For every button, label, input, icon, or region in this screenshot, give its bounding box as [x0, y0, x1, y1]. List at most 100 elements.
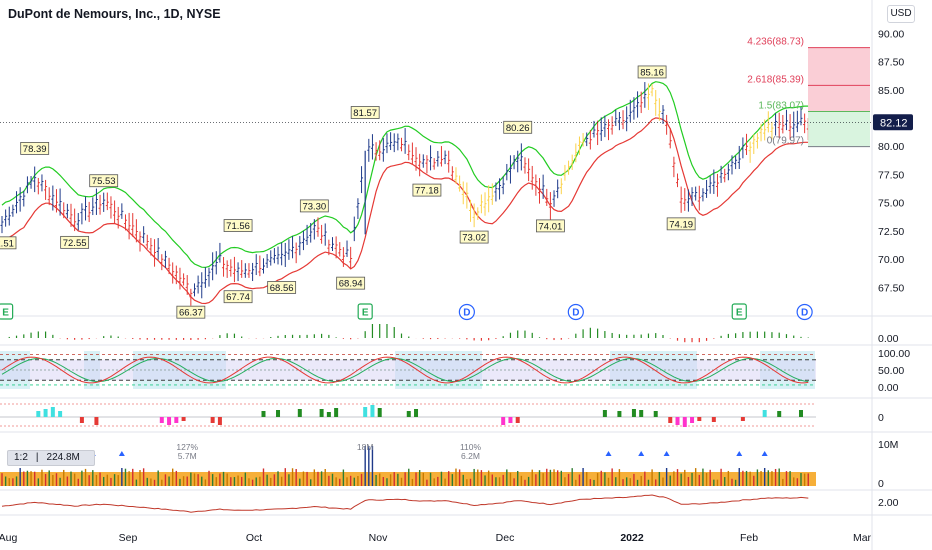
histogram-bar: [711, 417, 716, 422]
fib-level-label: 4.236(88.73): [747, 37, 804, 48]
fib-level-label: 1.5(83.07): [758, 101, 804, 112]
dividend-marker: [796, 303, 813, 321]
histogram-bar: [363, 407, 368, 417]
histogram-bar: [297, 409, 302, 417]
time-axis-label: Sep: [119, 532, 138, 544]
fib-level-label: 2.618(85.39): [747, 74, 804, 85]
stoch-tick-label: 100.00: [878, 348, 910, 360]
annotation-box: [223, 219, 253, 232]
price-tick-label: 72.50: [878, 226, 904, 238]
annotation-box: [536, 219, 565, 233]
annotation-label: 78.39: [23, 144, 47, 155]
earnings-marker: [357, 303, 373, 320]
volume-tick-label: 10M: [878, 439, 898, 451]
histogram-bar: [210, 417, 215, 423]
histogram-bar: [174, 417, 179, 423]
annotation-box: [20, 142, 50, 155]
earnings-marker-label: E: [736, 308, 743, 319]
stoch-slow-line: [1, 357, 809, 383]
stoch-fast-line: [1, 356, 809, 384]
histogram-bar: [668, 417, 673, 423]
annotation-label: 68.94: [339, 279, 363, 290]
histogram-bar: [740, 417, 745, 421]
histogram-bar: [515, 417, 520, 423]
volume-spike-marker: [605, 451, 612, 456]
annotation-box: [0, 236, 17, 250]
symbol-title[interactable]: DuPont de Nemours, Inc., 1D, NYSE: [8, 7, 221, 21]
volume-tick-label: 0: [878, 478, 884, 490]
histogram-bar: [682, 417, 687, 427]
annotation-label: 67.74: [226, 292, 250, 303]
histogram-bar: [377, 408, 382, 417]
volume-legend: 1:2 | 224.8M: [7, 450, 95, 466]
earnings-marker-label: E: [2, 308, 9, 319]
annotation-label: 74.01: [539, 221, 563, 232]
histogram-bar: [414, 409, 419, 417]
annotation-box: [299, 199, 329, 213]
histogram-bar: [617, 411, 622, 417]
histogram-bar: [50, 407, 55, 417]
annotation-label: 73.02: [462, 233, 486, 244]
earnings-marker: [0, 303, 14, 320]
histogram-bar: [508, 417, 513, 423]
time-axis-label: 2022: [620, 532, 644, 544]
volume-annotation-label: 6.2M: [461, 451, 480, 461]
earnings-marker-label: E: [362, 308, 369, 319]
annotation-box: [412, 183, 442, 197]
volume-spike-marker: [118, 451, 125, 456]
annotation-box: [459, 230, 489, 244]
upper-band-line: [1, 81, 809, 269]
dividend-marker: [458, 303, 475, 321]
stoch-tick-label: 0.00: [878, 382, 899, 394]
dividend-marker-label: D: [801, 308, 808, 319]
volume-annotation-label: 110%: [460, 442, 482, 452]
histogram-bar: [602, 410, 607, 417]
time-axis-label: Dec: [496, 532, 515, 544]
histogram-bar: [334, 408, 339, 417]
histogram-bar: [217, 417, 222, 425]
histogram-bar: [762, 410, 767, 417]
last-price-label: 82.12: [880, 117, 908, 129]
price-tick-label: 80.00: [878, 141, 904, 153]
time-axis-label: Feb: [740, 532, 758, 544]
histogram-bar: [406, 411, 411, 417]
dividend-marker-label: D: [463, 308, 470, 319]
volume-annotation-label: 5.7M: [178, 451, 197, 461]
annotation-box: [666, 217, 696, 231]
histogram-bar: [94, 417, 99, 425]
last-price-badge: [873, 114, 913, 131]
price-tick-label: 87.50: [878, 57, 904, 69]
annotation-label: 85.16: [640, 67, 664, 78]
histogram-tick-label: 0: [878, 412, 884, 424]
stoch-tick-label: 50.00: [878, 365, 904, 377]
annotation-label: 80.26: [506, 123, 530, 134]
annotation-label: 74.19: [669, 219, 693, 230]
histogram-bar: [690, 417, 695, 423]
histogram-bar: [261, 411, 266, 417]
volume-separator: |: [35, 452, 39, 463]
oscillator-tick-label: 0.00: [878, 333, 899, 345]
annotation-label: 66.37: [179, 308, 203, 319]
histogram-bar: [639, 410, 644, 417]
histogram-bar: [79, 417, 84, 423]
volume-ratio: 1:2: [14, 452, 28, 463]
histogram-bar: [159, 417, 164, 423]
annotation-box: [336, 276, 366, 290]
histogram-bar: [370, 405, 375, 417]
annotation-box: [60, 235, 90, 249]
currency-button[interactable]: USD: [887, 5, 915, 23]
time-axis-label: Aug: [0, 532, 17, 544]
volume-annotation-label: 18M: [357, 442, 374, 452]
dividend-marker-label: D: [572, 308, 579, 319]
annotation-label: 75.53: [92, 176, 116, 187]
annotation-box: [503, 120, 533, 134]
annotation-label: 81.57: [353, 108, 377, 119]
annotation-label: 77.18: [415, 186, 439, 197]
histogram-bar: [36, 411, 41, 417]
histogram-bar: [43, 409, 48, 417]
volume-spike-marker: [663, 451, 670, 456]
volume-annotation-label: 127%: [176, 442, 198, 452]
time-axis-label: Nov: [369, 532, 388, 544]
